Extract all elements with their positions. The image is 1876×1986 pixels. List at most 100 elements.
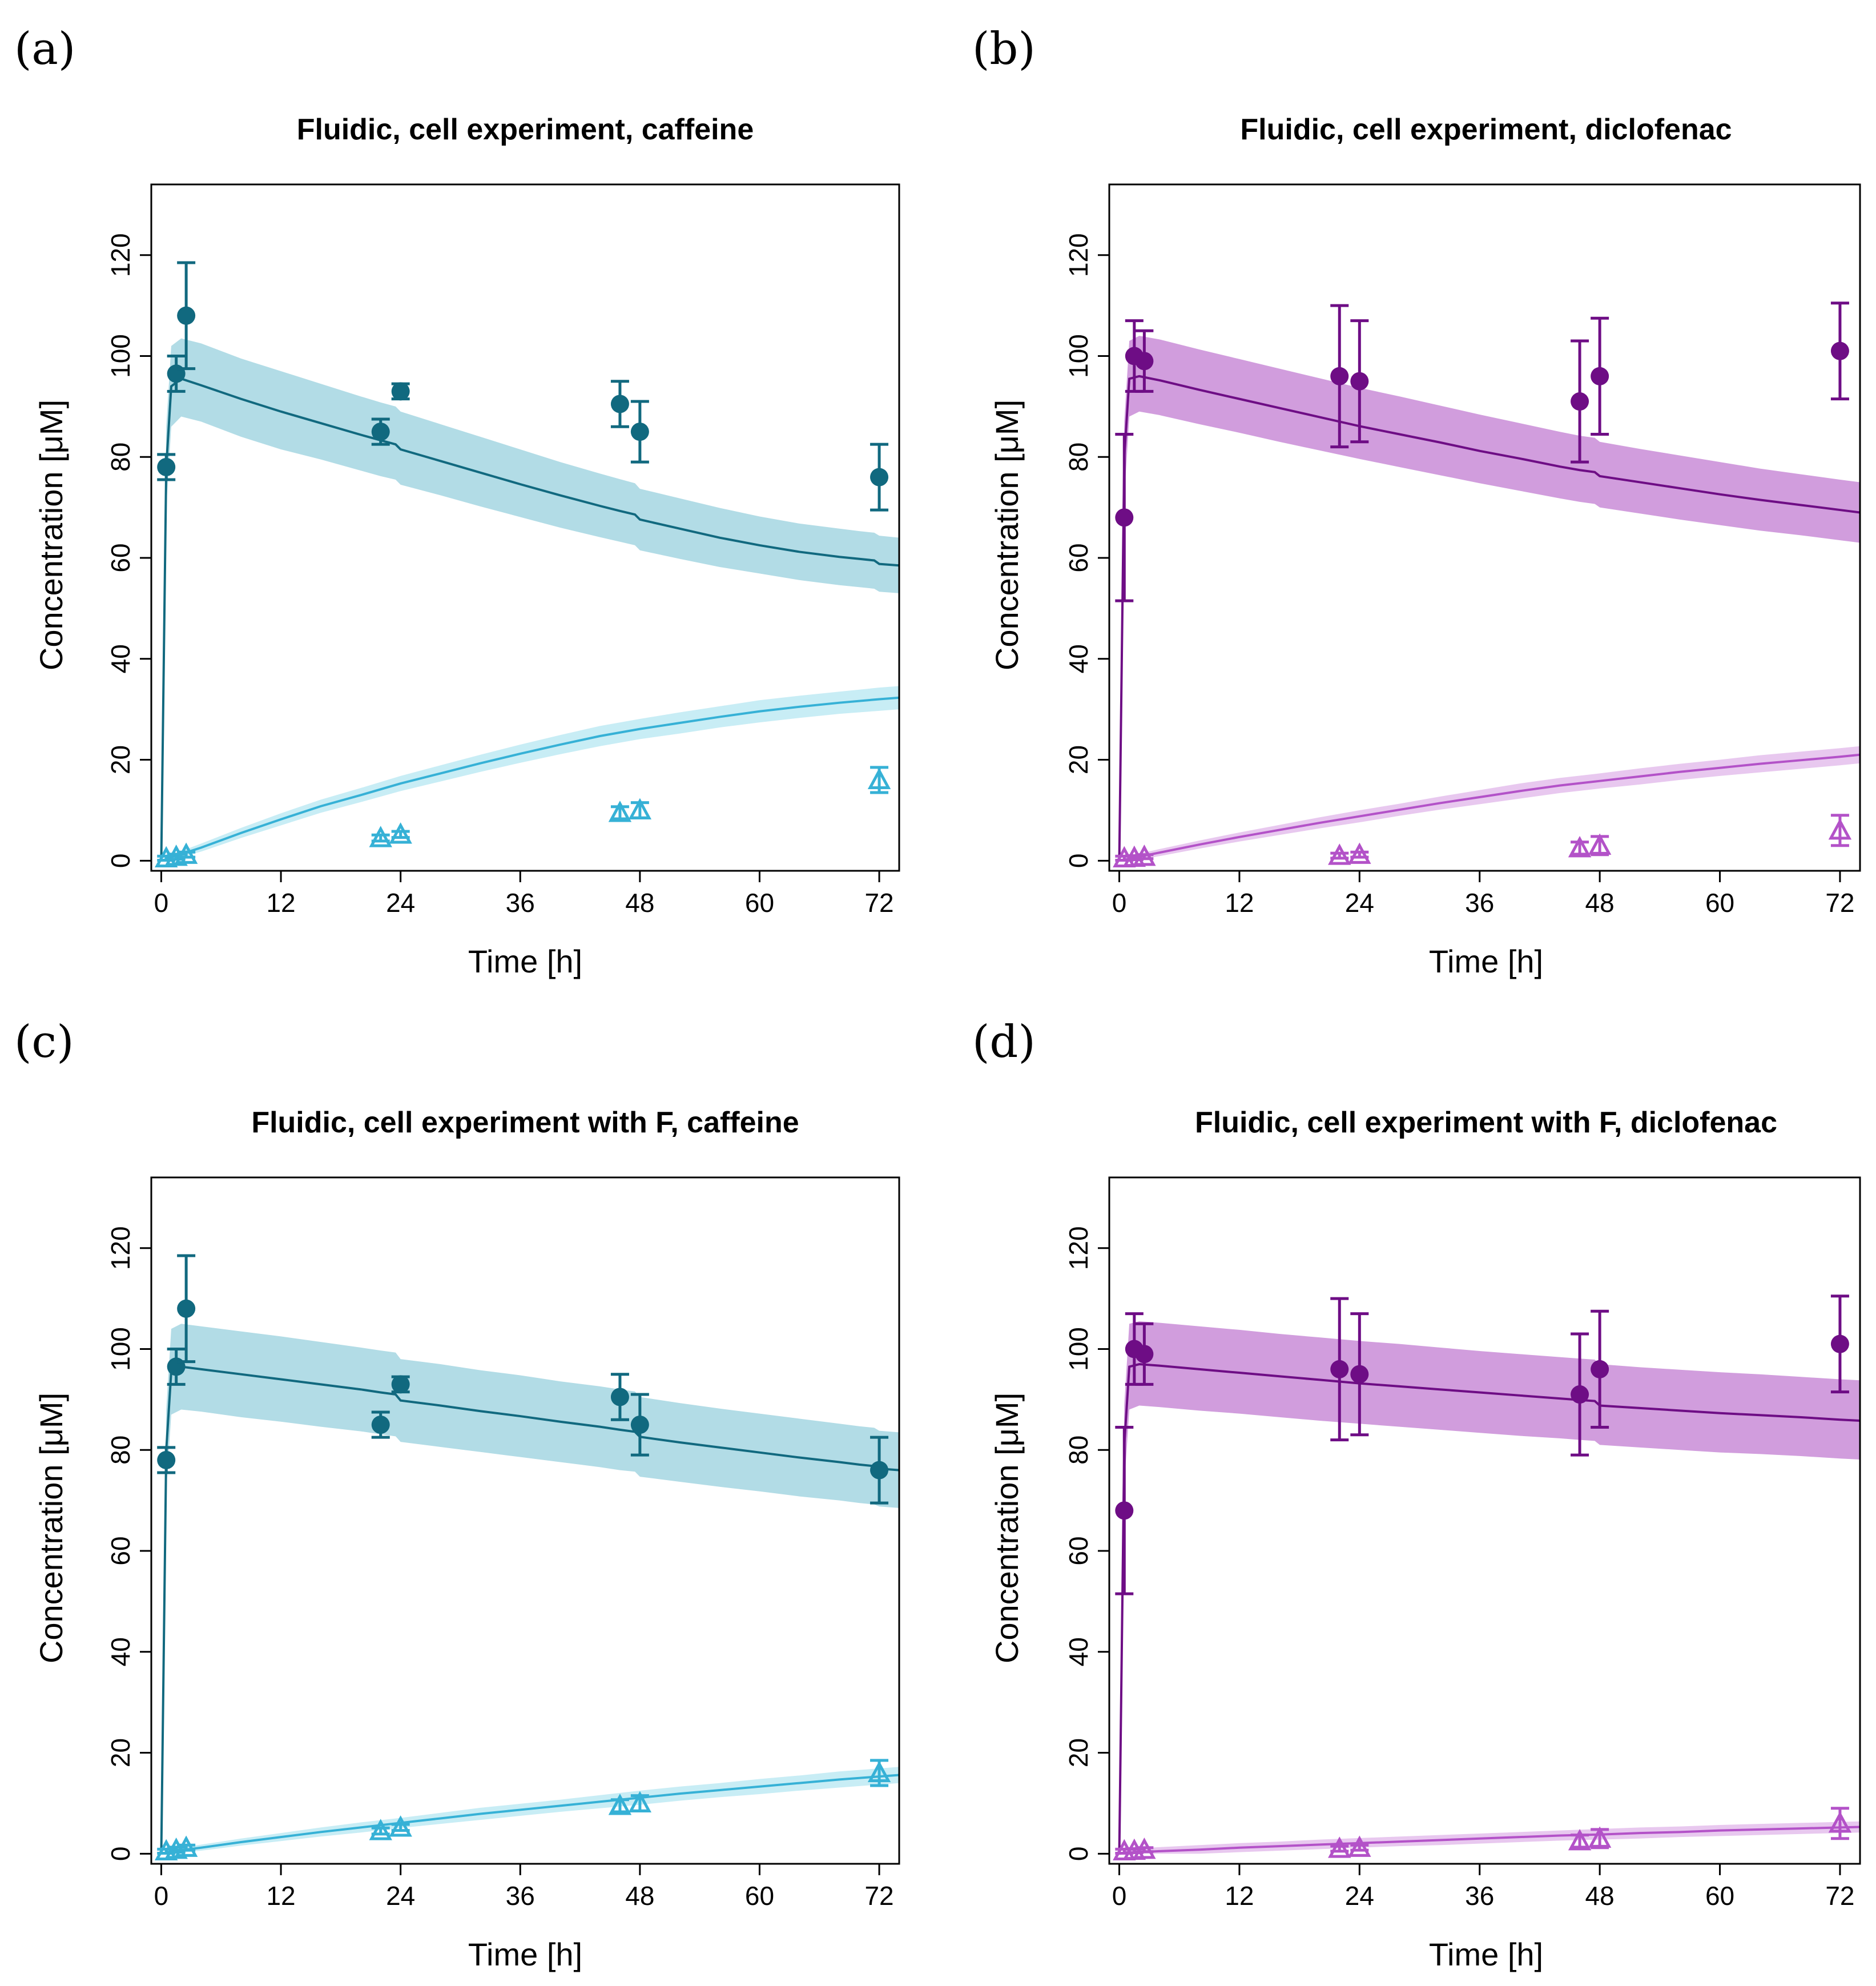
data-point-dark xyxy=(391,1375,410,1394)
data-marker-circle xyxy=(630,1416,649,1434)
data-marker-triangle xyxy=(389,1815,412,1837)
x-tick-label: 12 xyxy=(1225,888,1254,918)
data-point-light xyxy=(1348,1835,1371,1857)
data-marker-circle xyxy=(157,1450,176,1469)
x-tick-label: 12 xyxy=(266,888,295,918)
data-point-dark xyxy=(1591,1309,1609,1429)
data-marker-circle xyxy=(1350,372,1369,391)
data-point-light xyxy=(628,1791,652,1813)
data-marker-triangle xyxy=(1588,1826,1612,1848)
y-tick-label: 20 xyxy=(1064,1738,1093,1767)
data-marker-triangle xyxy=(1133,1837,1156,1859)
data-point-dark xyxy=(157,453,176,481)
data-marker-triangle xyxy=(1348,1835,1371,1857)
data-marker-circle xyxy=(1330,367,1349,385)
y-tick-label: 60 xyxy=(106,543,135,572)
data-point-light xyxy=(174,1835,198,1857)
data-marker-triangle xyxy=(608,801,632,822)
data-marker-circle xyxy=(1571,392,1589,411)
y-axis-label: Concentration [μM] xyxy=(989,400,1025,670)
y-tick-label: 0 xyxy=(106,1847,135,1862)
data-marker-triangle xyxy=(1328,1836,1351,1858)
x-tick-label: 72 xyxy=(864,1881,893,1911)
data-point-dark xyxy=(1330,1297,1349,1442)
data-point-dark xyxy=(870,1436,889,1505)
uncertainty-band-dark xyxy=(161,338,899,861)
simulated-line-light xyxy=(161,1774,899,1855)
data-marker-triangle xyxy=(1328,843,1351,865)
x-tick-label: 24 xyxy=(386,888,415,918)
data-point-light xyxy=(867,766,891,794)
data-marker-circle xyxy=(1591,1360,1609,1378)
x-tick-label: 48 xyxy=(625,888,654,918)
data-point-light xyxy=(1568,1828,1592,1851)
data-marker-triangle xyxy=(1588,833,1612,855)
data-marker-triangle xyxy=(867,767,891,790)
data-marker-circle xyxy=(610,1388,629,1406)
y-tick-label: 0 xyxy=(106,854,135,869)
x-tick-label: 72 xyxy=(1825,1881,1854,1911)
y-tick-label: 120 xyxy=(106,233,135,277)
chart-title: Fluidic, cell experiment with F, caffein… xyxy=(251,1106,799,1139)
x-axis-label: Time [h] xyxy=(1429,943,1543,979)
data-point-light xyxy=(1588,833,1612,857)
y-tick-label: 60 xyxy=(106,1536,135,1565)
y-tick-label: 100 xyxy=(106,334,135,378)
x-tick-label: 12 xyxy=(1225,1881,1254,1911)
x-tick-label: 24 xyxy=(386,1881,415,1911)
plot-frame xyxy=(150,183,900,872)
chart-svg: (b) Fluidic, cell experiment, diclofenac… xyxy=(972,23,1861,979)
data-point-dark xyxy=(1571,339,1589,464)
data-marker-circle xyxy=(870,1461,889,1480)
data-point-dark xyxy=(371,1410,390,1439)
chart-panel-d: (d) Fluidic, cell experiment with F, dic… xyxy=(938,993,1876,1986)
y-tick-label: 100 xyxy=(106,1327,135,1371)
data-point-light xyxy=(1588,1826,1612,1850)
data-point-light xyxy=(1828,814,1852,847)
simulated-line-dark xyxy=(1118,1362,1860,1854)
chart-title: Fluidic, cell experiment, caffeine xyxy=(297,113,754,146)
y-tick-label: 60 xyxy=(1064,543,1093,572)
y-tick-label: 20 xyxy=(106,1738,135,1767)
data-point-light xyxy=(1133,844,1156,866)
data-point-dark xyxy=(870,443,889,512)
data-marker-triangle xyxy=(628,798,652,820)
data-point-dark xyxy=(1135,329,1154,393)
y-axis-label: Concentration [μM] xyxy=(989,1393,1025,1663)
data-point-dark xyxy=(610,1373,629,1421)
data-point-dark xyxy=(1350,1312,1369,1437)
x-tick-label: 0 xyxy=(1112,888,1127,918)
y-tick-label: 120 xyxy=(1064,1226,1093,1270)
uncertainty-band-dark xyxy=(1119,1321,1860,1854)
data-marker-circle xyxy=(157,457,176,476)
data-marker-circle xyxy=(1350,1365,1369,1384)
data-point-dark xyxy=(371,417,390,446)
y-axis-label: Concentration [μM] xyxy=(33,1393,69,1663)
data-point-dark xyxy=(1115,432,1134,602)
data-point-light xyxy=(389,1815,412,1837)
x-axis-label: Time [h] xyxy=(1429,1936,1543,1972)
uncertainty-band-dark xyxy=(1119,336,1860,861)
x-tick-label: 0 xyxy=(154,888,169,918)
data-point-dark xyxy=(1350,319,1369,444)
x-tick-label: 36 xyxy=(506,888,535,918)
data-marker-triangle xyxy=(628,1791,652,1813)
y-tick-label: 80 xyxy=(1064,443,1093,472)
data-marker-circle xyxy=(630,423,649,441)
data-marker-triangle xyxy=(369,826,392,847)
x-tick-label: 24 xyxy=(1345,888,1374,918)
chart-panel-c: (c) Fluidic, cell experiment with F, caf… xyxy=(0,993,938,1986)
y-tick-label: 80 xyxy=(1064,1436,1093,1465)
data-point-light xyxy=(369,826,392,847)
y-tick-label: 100 xyxy=(1064,334,1093,378)
data-marker-circle xyxy=(1830,341,1849,360)
data-point-dark xyxy=(177,261,196,371)
data-marker-circle xyxy=(391,382,410,401)
data-marker-triangle xyxy=(1133,844,1156,866)
x-tick-label: 36 xyxy=(1465,1881,1494,1911)
data-marker-triangle xyxy=(389,822,412,844)
data-point-light xyxy=(389,822,412,844)
data-marker-circle xyxy=(371,1416,390,1434)
y-tick-label: 40 xyxy=(1064,1637,1093,1666)
uncertainty-band-light xyxy=(1119,746,1860,861)
